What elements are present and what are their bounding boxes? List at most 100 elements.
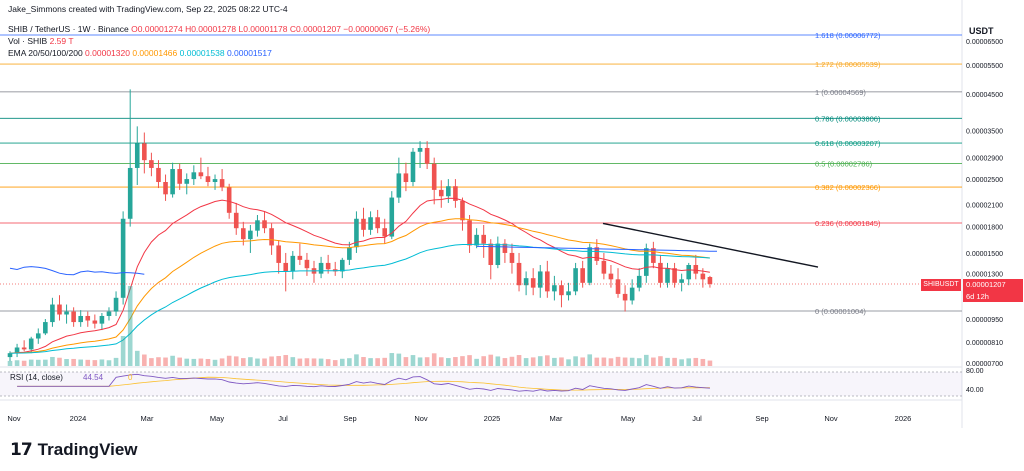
x-tick-label: Sep	[343, 414, 356, 423]
candle-body	[241, 228, 246, 240]
volume-bar	[545, 355, 550, 366]
volume-bar	[361, 357, 366, 366]
candle-body	[403, 173, 409, 183]
fib-label: 1.618 (0.00006772)	[815, 31, 881, 40]
volume-bar	[163, 357, 168, 366]
candle-body	[658, 262, 663, 283]
candle-body	[219, 179, 225, 188]
candle-body	[283, 262, 289, 272]
candle-body	[573, 268, 578, 292]
x-tick-label: Nov	[414, 414, 428, 423]
candle-body	[290, 255, 296, 272]
volume-bar	[241, 358, 246, 366]
volume-bar	[622, 357, 628, 366]
volume-bar	[134, 350, 140, 366]
volume-bar	[325, 359, 331, 366]
candle-body	[672, 268, 677, 283]
volume-bar	[530, 357, 536, 366]
ticker-tag: SHIBUSDT	[921, 279, 961, 291]
volume-bar	[665, 357, 670, 366]
candle-body	[707, 277, 713, 285]
volume-bar	[467, 355, 472, 366]
volume-bar	[424, 357, 430, 366]
volume-bar	[509, 356, 515, 366]
fib-label: 0.786 (0.00003806)	[815, 114, 881, 123]
volume-bar	[502, 358, 508, 366]
fib-label: 0.236 (0.00001845)	[815, 219, 881, 228]
price-chart[interactable]: 0.00006500 0.00005500 0.00004500 0.00003500…	[0, 0, 1024, 428]
candle-body	[417, 147, 423, 152]
candle-body	[368, 217, 373, 230]
volume-bar	[474, 358, 479, 366]
candle-body	[453, 186, 458, 201]
x-tick-label: 2026	[895, 414, 912, 423]
x-tick-label: Jul	[278, 414, 288, 423]
y-tick-label: 0.00000700	[966, 361, 1003, 368]
last-price-label: 0.00001207	[963, 279, 1023, 291]
volume-bar	[106, 360, 112, 366]
volume-bar	[99, 359, 105, 366]
volume-bar	[347, 358, 352, 366]
candle-body	[43, 322, 48, 334]
volume-bar	[438, 357, 444, 366]
candle-body	[679, 279, 684, 283]
volume-bar	[516, 355, 522, 366]
fib-label: 0 (0.00001004)	[815, 307, 866, 316]
ohlc-close: C0.00001207	[289, 24, 341, 34]
candle-body	[474, 234, 479, 246]
candle-body	[142, 143, 147, 161]
candle-body	[375, 217, 380, 229]
volume-bar	[198, 358, 204, 366]
rsi-level-label: 80.00	[966, 368, 984, 375]
candle-body	[651, 248, 656, 263]
candle-body	[354, 218, 359, 248]
volume-label: Vol · SHIB	[8, 36, 48, 46]
volume-bar	[523, 358, 529, 366]
volume-bar	[389, 353, 395, 366]
candle-body	[481, 234, 486, 244]
volume-bar	[283, 355, 289, 366]
x-tick-label: 2024	[70, 414, 87, 423]
symbol-ohlc-line: SHIB / TetherUS · 1W · Binance O0.000012…	[8, 24, 430, 35]
candle-body	[198, 172, 204, 177]
ema50-value: 0.00001466	[132, 48, 178, 58]
tradingview-logo[interactable]: 17 TradingView	[10, 440, 138, 460]
volume-bar	[142, 354, 147, 366]
candle-body	[276, 245, 281, 263]
volume-bar	[127, 286, 133, 366]
candle-body	[106, 311, 112, 316]
ema-line: EMA 20/50/100/200 0.00001320 0.00001466 …	[8, 48, 272, 59]
y-tick-label: 0.00005500	[966, 63, 1003, 70]
candle-body	[28, 338, 34, 350]
ema200-value: 0.00001517	[226, 48, 272, 58]
candle-body	[85, 315, 91, 321]
candle-body	[424, 147, 430, 164]
ema20-value: 0.00001320	[85, 48, 130, 58]
volume-bar	[120, 336, 126, 366]
fib-label: 1.272 (0.00005539)	[815, 60, 881, 69]
candle-body	[446, 186, 451, 197]
volume-bar	[290, 357, 296, 366]
rsi-ma-line	[17, 376, 710, 391]
candle-body	[269, 228, 274, 246]
candle-body	[120, 218, 126, 298]
volume-bar	[488, 354, 494, 366]
candle-body	[502, 243, 508, 253]
candle-body	[665, 268, 670, 283]
candle-body	[587, 247, 593, 283]
volume-bar	[85, 359, 91, 366]
volume-bar	[78, 359, 83, 366]
volume-bar	[233, 356, 239, 366]
candle-body	[78, 315, 83, 323]
candle-body	[495, 243, 501, 266]
symbol-label: SHIB / TetherUS · 1W · Binance	[8, 24, 129, 34]
candle-body	[523, 278, 529, 286]
candle-body	[509, 252, 515, 263]
candle-body	[396, 173, 402, 198]
volume-bar	[35, 359, 41, 366]
tradingview-wordmark: TradingView	[37, 440, 138, 459]
y-tick-label: 0.00000810	[966, 340, 1003, 347]
ohlc-open: O0.00001274	[131, 24, 183, 34]
volume-bar	[382, 357, 388, 366]
volume-bar	[608, 358, 614, 366]
